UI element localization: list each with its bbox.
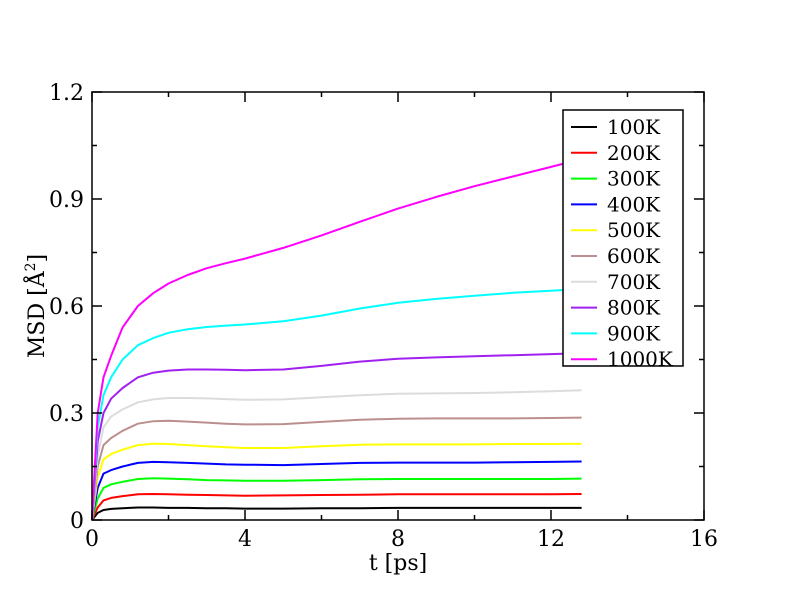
x-axis-title: t [ps] [369, 551, 427, 576]
series-line-800k [91, 352, 582, 521]
series-line-100k [91, 506, 582, 521]
series-line-400k [91, 460, 582, 521]
series-line-200k [91, 493, 582, 521]
y-axis-title-unit: Å [22, 270, 50, 288]
series-line-600k [91, 416, 582, 521]
x-tick-label: 0 [85, 527, 99, 552]
legend: 100K200K300K400K500K600K700K800K900K1000… [562, 109, 684, 371]
y-axis-title-main: MSD [ [25, 287, 50, 358]
y-axis-title: MSD [Å2] [22, 254, 50, 358]
legend-label-700k: 700K [607, 270, 661, 294]
y-tick-label: 0.6 [49, 295, 84, 320]
y-tick-label: 0.3 [49, 402, 84, 427]
series-line-900k [91, 287, 582, 521]
series-line-300k [91, 477, 582, 521]
x-tick-label: 4 [238, 527, 252, 552]
y-tick-label: 0.9 [49, 188, 84, 213]
tick-layer: 0 4 8 12 16 0 0.3 0.6 0.9 1.2 [49, 81, 718, 552]
legend-label-800k: 800K [607, 296, 661, 320]
legend-label-500k: 500K [607, 218, 661, 242]
legend-box [562, 109, 684, 367]
y-axis-title-superscript: 2 [23, 262, 39, 271]
legend-label-400k: 400K [607, 192, 661, 216]
legend-label-100k: 100K [607, 115, 661, 139]
legend-label-900k: 900K [607, 321, 661, 345]
y-axis-title-close: ] [25, 254, 50, 263]
y-tick-label: 0 [70, 509, 84, 534]
x-tick-label: 8 [391, 527, 405, 552]
y-tick-label: 1.2 [49, 81, 84, 106]
legend-label-1000k: 1000K [607, 347, 674, 371]
x-tick-label: 16 [690, 527, 718, 552]
series-layer [91, 158, 582, 521]
legend-label-600k: 600K [607, 244, 661, 268]
legend-label-200k: 200K [607, 141, 661, 165]
legend-label-300k: 300K [607, 167, 661, 191]
series-line-700k [91, 389, 582, 521]
series-line-500k [91, 442, 582, 521]
series-line-1000k [91, 158, 582, 521]
x-tick-label: 12 [537, 527, 565, 552]
